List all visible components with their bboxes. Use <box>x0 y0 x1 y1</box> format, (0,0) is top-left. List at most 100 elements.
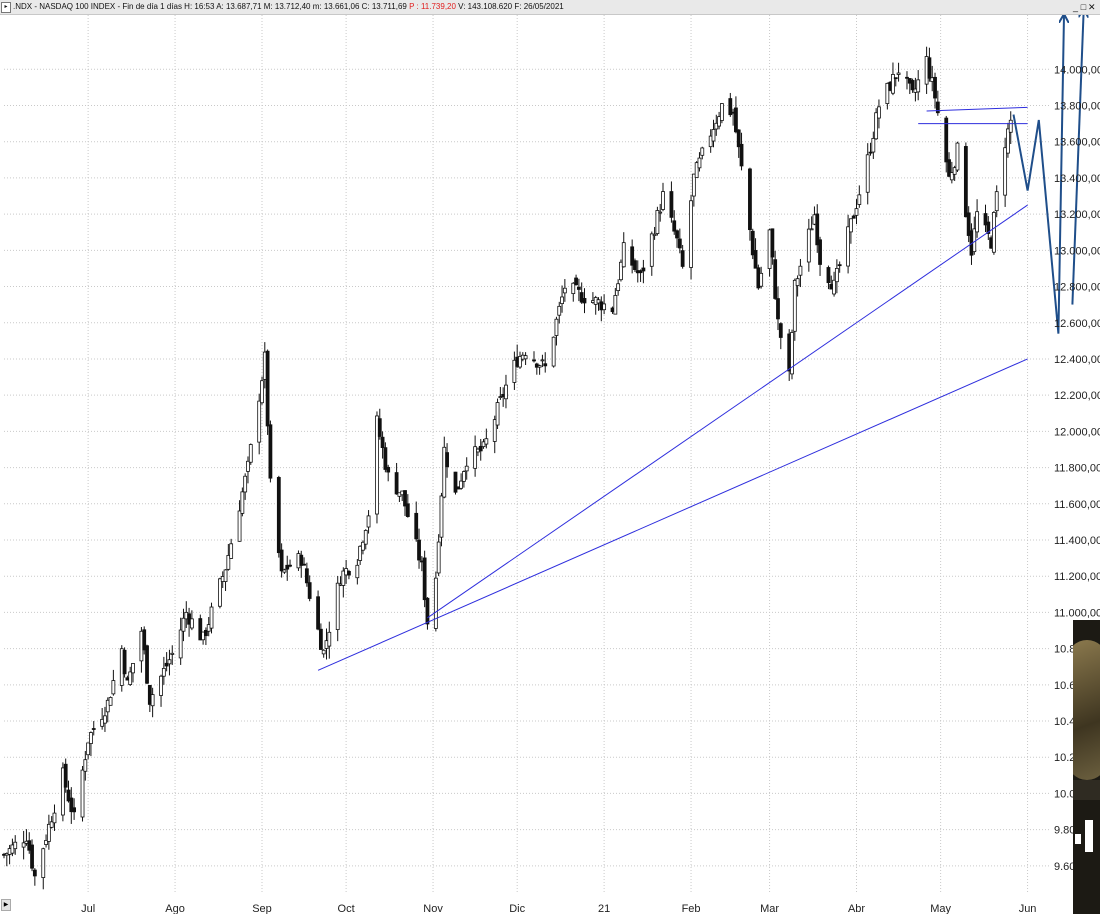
candle-down <box>377 418 382 437</box>
candle-down <box>893 77 898 80</box>
candle-up <box>602 303 607 311</box>
candle-up <box>473 446 478 469</box>
minimize-icon[interactable]: _ <box>1072 2 1079 12</box>
candle-down <box>944 117 949 163</box>
projection-arrow[interactable] <box>1071 15 1083 305</box>
candle-up <box>846 226 850 267</box>
candle-down <box>818 239 822 265</box>
candle-down <box>198 618 203 641</box>
scroll-left-button[interactable]: ▶ <box>1 899 11 911</box>
candles <box>2 46 1013 890</box>
candle-down <box>276 477 281 554</box>
candle-up <box>992 212 996 253</box>
candle-up <box>260 380 264 404</box>
candle-down <box>633 260 637 270</box>
candle-up <box>806 228 811 263</box>
candle-up <box>1006 128 1010 154</box>
candle-down <box>72 807 77 813</box>
candle-up <box>916 79 921 93</box>
close-icon[interactable]: ✕ <box>1088 2 1097 12</box>
candle-up <box>492 419 497 442</box>
candle-up <box>871 138 876 153</box>
candle-down <box>837 264 842 267</box>
trendline[interactable] <box>317 358 1028 671</box>
candle-down <box>966 212 971 236</box>
candle-up <box>512 359 517 383</box>
x-tick-label: Jul <box>81 903 95 914</box>
candle-down <box>910 80 915 91</box>
candle-down <box>30 844 34 869</box>
candle-down <box>933 76 937 99</box>
y-tick-label: 11.000,00 <box>1054 607 1100 619</box>
candle-up <box>439 495 444 538</box>
candle-up <box>167 659 172 665</box>
candle-down <box>739 143 744 167</box>
candle-up <box>131 663 135 674</box>
candle-down <box>753 250 758 269</box>
candle-up <box>652 233 657 236</box>
candle-down <box>304 568 309 584</box>
candle-down <box>543 363 548 367</box>
candle-down <box>851 215 856 219</box>
candle-up <box>209 606 214 629</box>
candle-up <box>832 279 836 295</box>
candle-down <box>405 503 410 517</box>
y-tick-label: 11.200,00 <box>1054 571 1100 583</box>
candle-up <box>13 841 18 850</box>
candle-up <box>655 210 660 234</box>
candle-down <box>770 228 775 258</box>
window-menu-icon[interactable]: ▸ <box>1 2 11 13</box>
candle-down <box>736 129 741 148</box>
candle-down <box>986 221 991 234</box>
candle-up <box>223 569 228 582</box>
candle-up <box>21 842 26 848</box>
candle-up <box>105 699 110 713</box>
y-tick-label: 13.200,00 <box>1054 209 1100 221</box>
x-tick-label: Sep <box>252 903 272 914</box>
candle-up <box>619 261 623 281</box>
candle-up <box>159 675 163 696</box>
title-rest: V: 143.108.620 F: 26/05/2021 <box>455 2 564 11</box>
candle-up <box>554 318 559 336</box>
candle-up <box>613 295 618 315</box>
candle-up <box>366 515 371 528</box>
candle-down <box>204 629 208 637</box>
overlay-bar-small <box>1075 834 1081 844</box>
candle-up <box>504 384 508 400</box>
candle-up <box>335 582 340 630</box>
candle-up <box>649 233 654 267</box>
candle-up <box>658 211 663 214</box>
candle-down <box>778 323 783 338</box>
x-tick-label: Nov <box>423 903 443 914</box>
candle-down <box>750 230 755 256</box>
candle-down <box>453 471 458 493</box>
coin-image <box>1073 640 1100 780</box>
candle-down <box>677 238 682 249</box>
x-tick-label: 21 <box>598 903 610 914</box>
candle-down <box>773 259 778 299</box>
candle-up <box>442 446 447 498</box>
candle-up <box>128 671 133 685</box>
candle-up <box>83 759 88 772</box>
x-tick-label: Feb <box>682 903 701 914</box>
candle-up <box>616 283 621 292</box>
candle-down <box>776 298 780 320</box>
x-tick-label: Abr <box>848 903 865 914</box>
projection-arrow[interactable] <box>1012 15 1065 334</box>
candle-up <box>111 680 116 695</box>
candle-down <box>630 246 635 266</box>
trendline[interactable] <box>926 106 1028 112</box>
candle-up <box>150 694 155 707</box>
candle-up <box>341 570 346 586</box>
candlestick-chart[interactable]: 9.600,009.800,0010.000,0010.200,0010.400… <box>0 15 1100 914</box>
candle-up <box>949 172 954 181</box>
candle-up <box>495 402 500 426</box>
trendline[interactable] <box>427 204 1028 619</box>
candle-up <box>363 530 368 545</box>
candle-up <box>697 157 702 169</box>
candle-up <box>355 564 360 579</box>
maximize-icon[interactable]: □ <box>1080 2 1088 12</box>
candle-down <box>927 57 932 79</box>
candle-up <box>700 147 705 156</box>
candle-up <box>170 652 175 655</box>
